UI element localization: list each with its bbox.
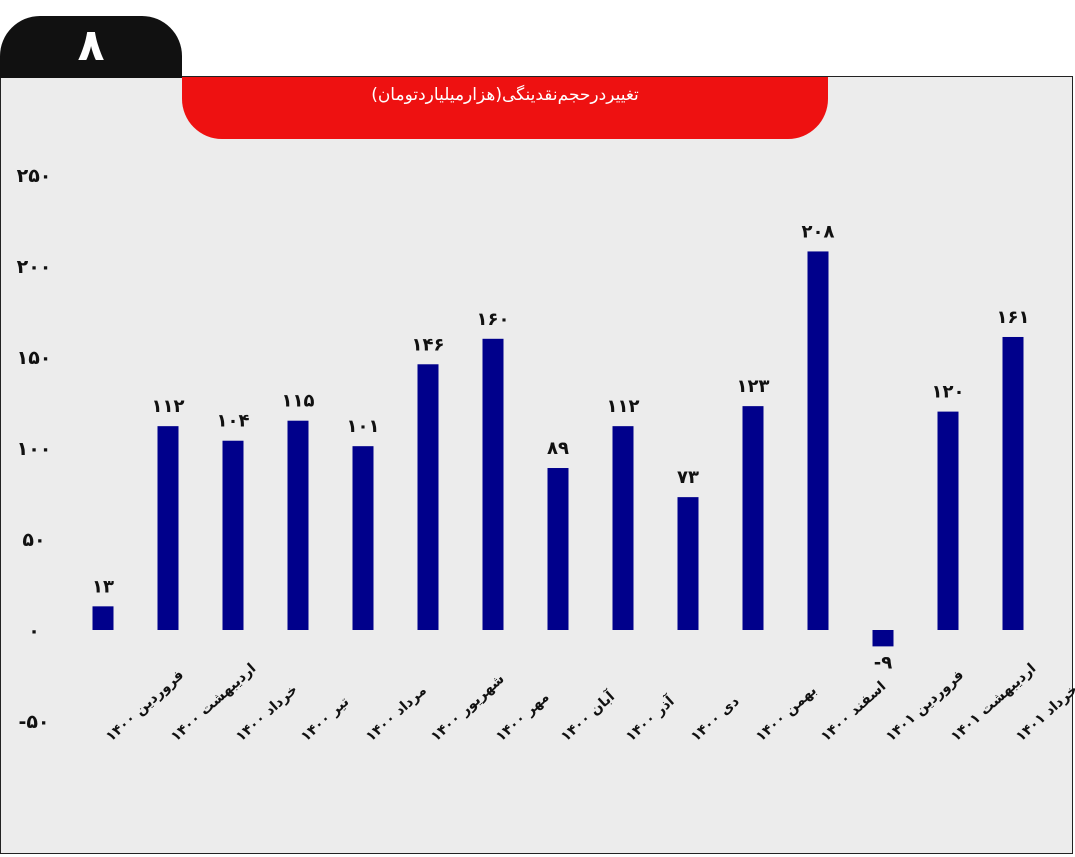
- bar: [352, 446, 374, 630]
- value-labels: ۱۳ ۱۱۲ ۱۰۴ ۱۱۵ ۱۰۱ ۱۴۶ ۱۶۰ ۸۹ ۱۱۲ ۷۳ ۱۲۳ ۲۰۸ -۹ ۱۲۰ ۱۶…: [92, 221, 1029, 673]
- x-tick-label: خرداد ۱۴۰۱: [1013, 682, 1075, 745]
- bar: [547, 468, 569, 630]
- x-tick-label: اسفند ۱۴۰۰: [818, 679, 889, 745]
- y-tick-label: ۰: [28, 620, 40, 642]
- bar: [1002, 336, 1024, 630]
- value-label: ۱۲۳: [737, 376, 770, 397]
- bar: [807, 251, 829, 630]
- chart-number-tab: ۸: [0, 16, 182, 78]
- x-tick-label: آذر ۱۴۰۰: [622, 691, 679, 745]
- value-label: ۱۶۱: [997, 307, 1030, 328]
- bar: [157, 426, 179, 630]
- value-label: -۹: [874, 652, 892, 673]
- value-label: ۱۱۲: [152, 396, 185, 417]
- y-axis: ۲۵۰ ۲۰۰ ۱۵۰ ۱۰۰ ۵۰ ۰ -۵۰: [17, 165, 52, 733]
- value-label: ۱۰۴: [217, 411, 250, 432]
- chart-title-banner: تغییردرحجم‌نقدینگی(هزارمیلیاردتومان): [182, 77, 828, 139]
- bars: [92, 251, 1024, 647]
- y-tick-label: ۲۰۰: [17, 256, 52, 278]
- value-label: ۱۲۰: [932, 382, 965, 403]
- x-tick-label: تیر ۱۴۰۰: [298, 694, 352, 745]
- bar: [92, 606, 114, 630]
- bar: [872, 630, 894, 647]
- bar: [287, 420, 309, 630]
- bar: [742, 406, 764, 630]
- bar: [482, 338, 504, 630]
- bar: [222, 440, 244, 630]
- x-tick-label: مهر ۱۴۰۰: [493, 689, 553, 745]
- value-label: ۷۳: [677, 467, 699, 488]
- x-tick-label: آبان ۱۴۰۰: [557, 686, 619, 745]
- value-label: ۱۱۲: [607, 396, 640, 417]
- x-tick-label: دی ۱۴۰۰: [688, 694, 743, 745]
- value-label: ۱۳: [92, 576, 114, 597]
- value-label: ۱۰۱: [347, 416, 380, 437]
- y-tick-label: ۱۰۰: [17, 438, 52, 460]
- chart-title: تغییردرحجم‌نقدینگی(هزارمیلیاردتومان): [371, 85, 639, 105]
- chart-number: ۸: [77, 20, 105, 71]
- value-label: ۱۱۵: [282, 391, 315, 412]
- x-tick-label: بهمن ۱۴۰۰: [753, 683, 820, 745]
- bar: [677, 497, 699, 630]
- value-label: ۸۹: [547, 438, 569, 459]
- x-tick-label: مرداد ۱۴۰۰: [363, 682, 430, 744]
- bar: [612, 426, 634, 630]
- value-label: ۲۰۸: [802, 221, 835, 242]
- y-tick-label: ۵۰: [22, 529, 45, 551]
- y-tick-label: ۲۵۰: [17, 165, 52, 187]
- y-tick-label: ۱۵۰: [17, 347, 52, 369]
- x-tick-label: خرداد ۱۴۰۰: [233, 682, 301, 745]
- y-tick-label: -۵۰: [18, 711, 49, 733]
- chart-frame: [0, 76, 1073, 854]
- value-label: ۱۶۰: [477, 309, 510, 330]
- bar: [937, 411, 959, 630]
- value-label: ۱۴۶: [412, 334, 445, 355]
- bar: [417, 364, 439, 630]
